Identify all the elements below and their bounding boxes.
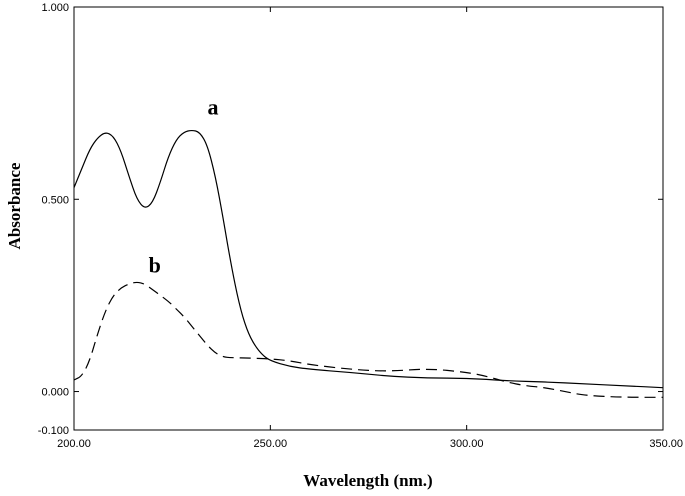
- x-axis-ticks: 200.00 250.00 300.00 350.00: [57, 7, 683, 450]
- x-axis-title: Wavelength (nm.): [303, 471, 432, 490]
- x-tick-label: 200.00: [57, 438, 91, 450]
- series-label-a: a: [208, 95, 219, 120]
- x-tick-label: 250.00: [254, 438, 288, 450]
- x-tick-label: 350.00: [649, 438, 683, 450]
- annotation-layer: ab: [149, 95, 219, 278]
- y-tick-label: 0.000: [41, 387, 69, 399]
- plot-frame: [73, 6, 664, 431]
- y-axis-ticks: 1.000 0.500 0.000 -0.100: [38, 2, 663, 437]
- y-tick-label: 0.500: [41, 194, 69, 206]
- y-tick-label: -0.100: [38, 425, 69, 437]
- series-label-b: b: [149, 252, 161, 277]
- y-axis-title: Absorbance: [5, 162, 24, 249]
- series-line-a: [73, 129, 664, 389]
- series-line-b: [73, 281, 663, 398]
- y-tick-label: 1.000: [41, 2, 69, 14]
- x-tick-label: 300.00: [450, 438, 484, 450]
- series-layer: [73, 129, 664, 398]
